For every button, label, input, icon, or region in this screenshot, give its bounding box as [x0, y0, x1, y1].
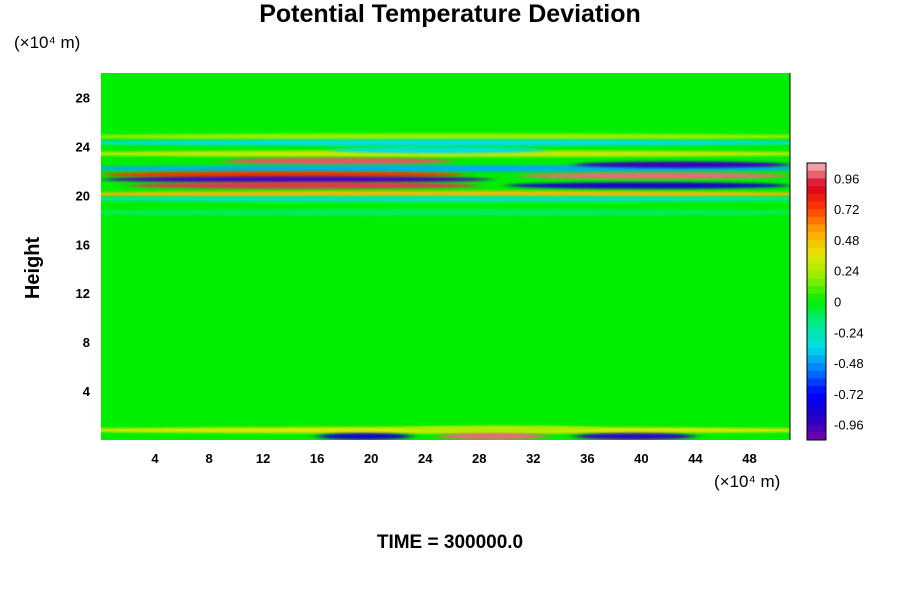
- field-feature-14: [101, 209, 790, 216]
- colorbar-level: [807, 424, 826, 433]
- colorbar-level: [807, 163, 826, 172]
- colorbar-level: [807, 347, 826, 356]
- colorbar-level: [807, 201, 826, 210]
- colorbar-level: [807, 216, 826, 225]
- x-axis-unit: (×10⁴ m): [714, 472, 781, 491]
- x-tick-label: 32: [526, 451, 540, 466]
- colorbar-level: [807, 363, 826, 372]
- field-feature-6: [101, 171, 466, 178]
- x-tick-label: 8: [205, 451, 212, 466]
- colorbar-border: [806, 162, 827, 441]
- colorbar-level: [807, 286, 826, 295]
- colorbar-tick-label: 0.48: [834, 233, 859, 248]
- field-feature-0: [101, 133, 790, 140]
- x-tick-label: 24: [418, 451, 433, 466]
- colorbar-level: [807, 247, 826, 256]
- field-feature-2: [101, 150, 790, 157]
- x-axis: 4 8 12 16 20 24 28 32 36 40 44 48: [151, 451, 756, 466]
- colorbar-level: [807, 293, 826, 302]
- field-feature-7: [573, 161, 790, 168]
- colorbar-level: [807, 393, 826, 402]
- field-feature-1: [101, 139, 790, 146]
- colorbar-tick-label: -0.24: [834, 325, 864, 340]
- colorbar-level: [807, 232, 826, 241]
- field-feature-18: [438, 433, 547, 440]
- colorbar-level: [807, 386, 826, 395]
- colorbar-level: [807, 416, 826, 426]
- field-feature-16: [398, 425, 601, 433]
- colorbar-level: [807, 339, 826, 349]
- colorbar-tick-label: 0.24: [834, 264, 859, 279]
- colorbar-level: [807, 170, 826, 179]
- x-tick-label: 16: [310, 451, 324, 466]
- colorbar-level: [807, 193, 826, 202]
- colorbar-level: [807, 378, 826, 387]
- colorbar-level: [807, 309, 826, 318]
- x-tick-label: 44: [688, 451, 703, 466]
- time-label: TIME = 300000.0: [376, 532, 524, 553]
- field-features: [101, 133, 790, 440]
- colorbar-level: [807, 355, 826, 364]
- y-tick-label: 24: [76, 139, 91, 154]
- field-feature-3: [330, 146, 547, 154]
- colorbar: 0.96 0.72 0.48 0.24 0 -0.24 -0.48 -0.72 -0.96: [806, 162, 864, 441]
- plot-area: [101, 73, 790, 440]
- x-tick-label: 4: [151, 451, 159, 466]
- colorbar-level: [807, 324, 826, 333]
- colorbar-tick-label: -0.96: [834, 418, 864, 433]
- colorbar-level: [807, 278, 826, 287]
- field-feature-11: [506, 182, 790, 189]
- colorbar-level: [807, 186, 826, 195]
- colorbar-level: [807, 432, 826, 441]
- field-feature-9: [519, 172, 790, 179]
- chart-title: Potential Temperature Deviation: [259, 0, 641, 28]
- colorbar-level: [807, 178, 826, 187]
- y-tick-label: 16: [76, 237, 90, 252]
- colorbar-tick-label: -0.48: [834, 356, 864, 371]
- colorbar-tick-label: 0.72: [834, 202, 859, 217]
- y-tick-label: 8: [83, 335, 90, 350]
- field-feature-13: [101, 195, 790, 203]
- colorbar-level: [807, 370, 826, 379]
- field-feature-10: [128, 182, 480, 189]
- x-tick-label: 28: [472, 451, 486, 466]
- colorbar-tick-label: 0.96: [834, 171, 859, 186]
- field-feature-4: [222, 157, 453, 165]
- field-feature-8: [101, 176, 493, 183]
- y-tick-label: 4: [83, 384, 91, 399]
- colorbar-level: [807, 301, 826, 310]
- x-tick-label: 20: [364, 451, 378, 466]
- y-axis-unit: (×10⁴ m): [14, 33, 81, 52]
- field-feature-19: [573, 433, 696, 440]
- colorbar-level: [807, 270, 826, 279]
- x-tick-label: 40: [634, 451, 648, 466]
- colorbar-level: [807, 332, 826, 341]
- colorbar-tick-label: -0.72: [834, 387, 864, 402]
- x-tick-label: 48: [742, 451, 756, 466]
- colorbar-level: [807, 409, 826, 418]
- colorbar-level: [807, 316, 826, 325]
- y-axis: 4 8 12 16 20 24 28: [76, 90, 91, 399]
- colorbar-level: [807, 224, 826, 233]
- y-tick-label: 20: [76, 188, 90, 203]
- colorbar-level: [807, 209, 826, 218]
- field-feature-12: [101, 190, 790, 198]
- field-feature-17: [317, 433, 412, 440]
- colorbar-level: [807, 239, 826, 249]
- colorbar-level: [807, 401, 826, 410]
- y-tick-label: 12: [76, 286, 90, 301]
- x-tick-label: 36: [580, 451, 594, 466]
- colorbar-level: [807, 263, 826, 272]
- y-tick-label: 28: [76, 90, 90, 105]
- colorbar-tick-label: 0: [834, 295, 841, 310]
- colorbar-level: [807, 255, 826, 264]
- x-tick-label: 12: [256, 451, 270, 466]
